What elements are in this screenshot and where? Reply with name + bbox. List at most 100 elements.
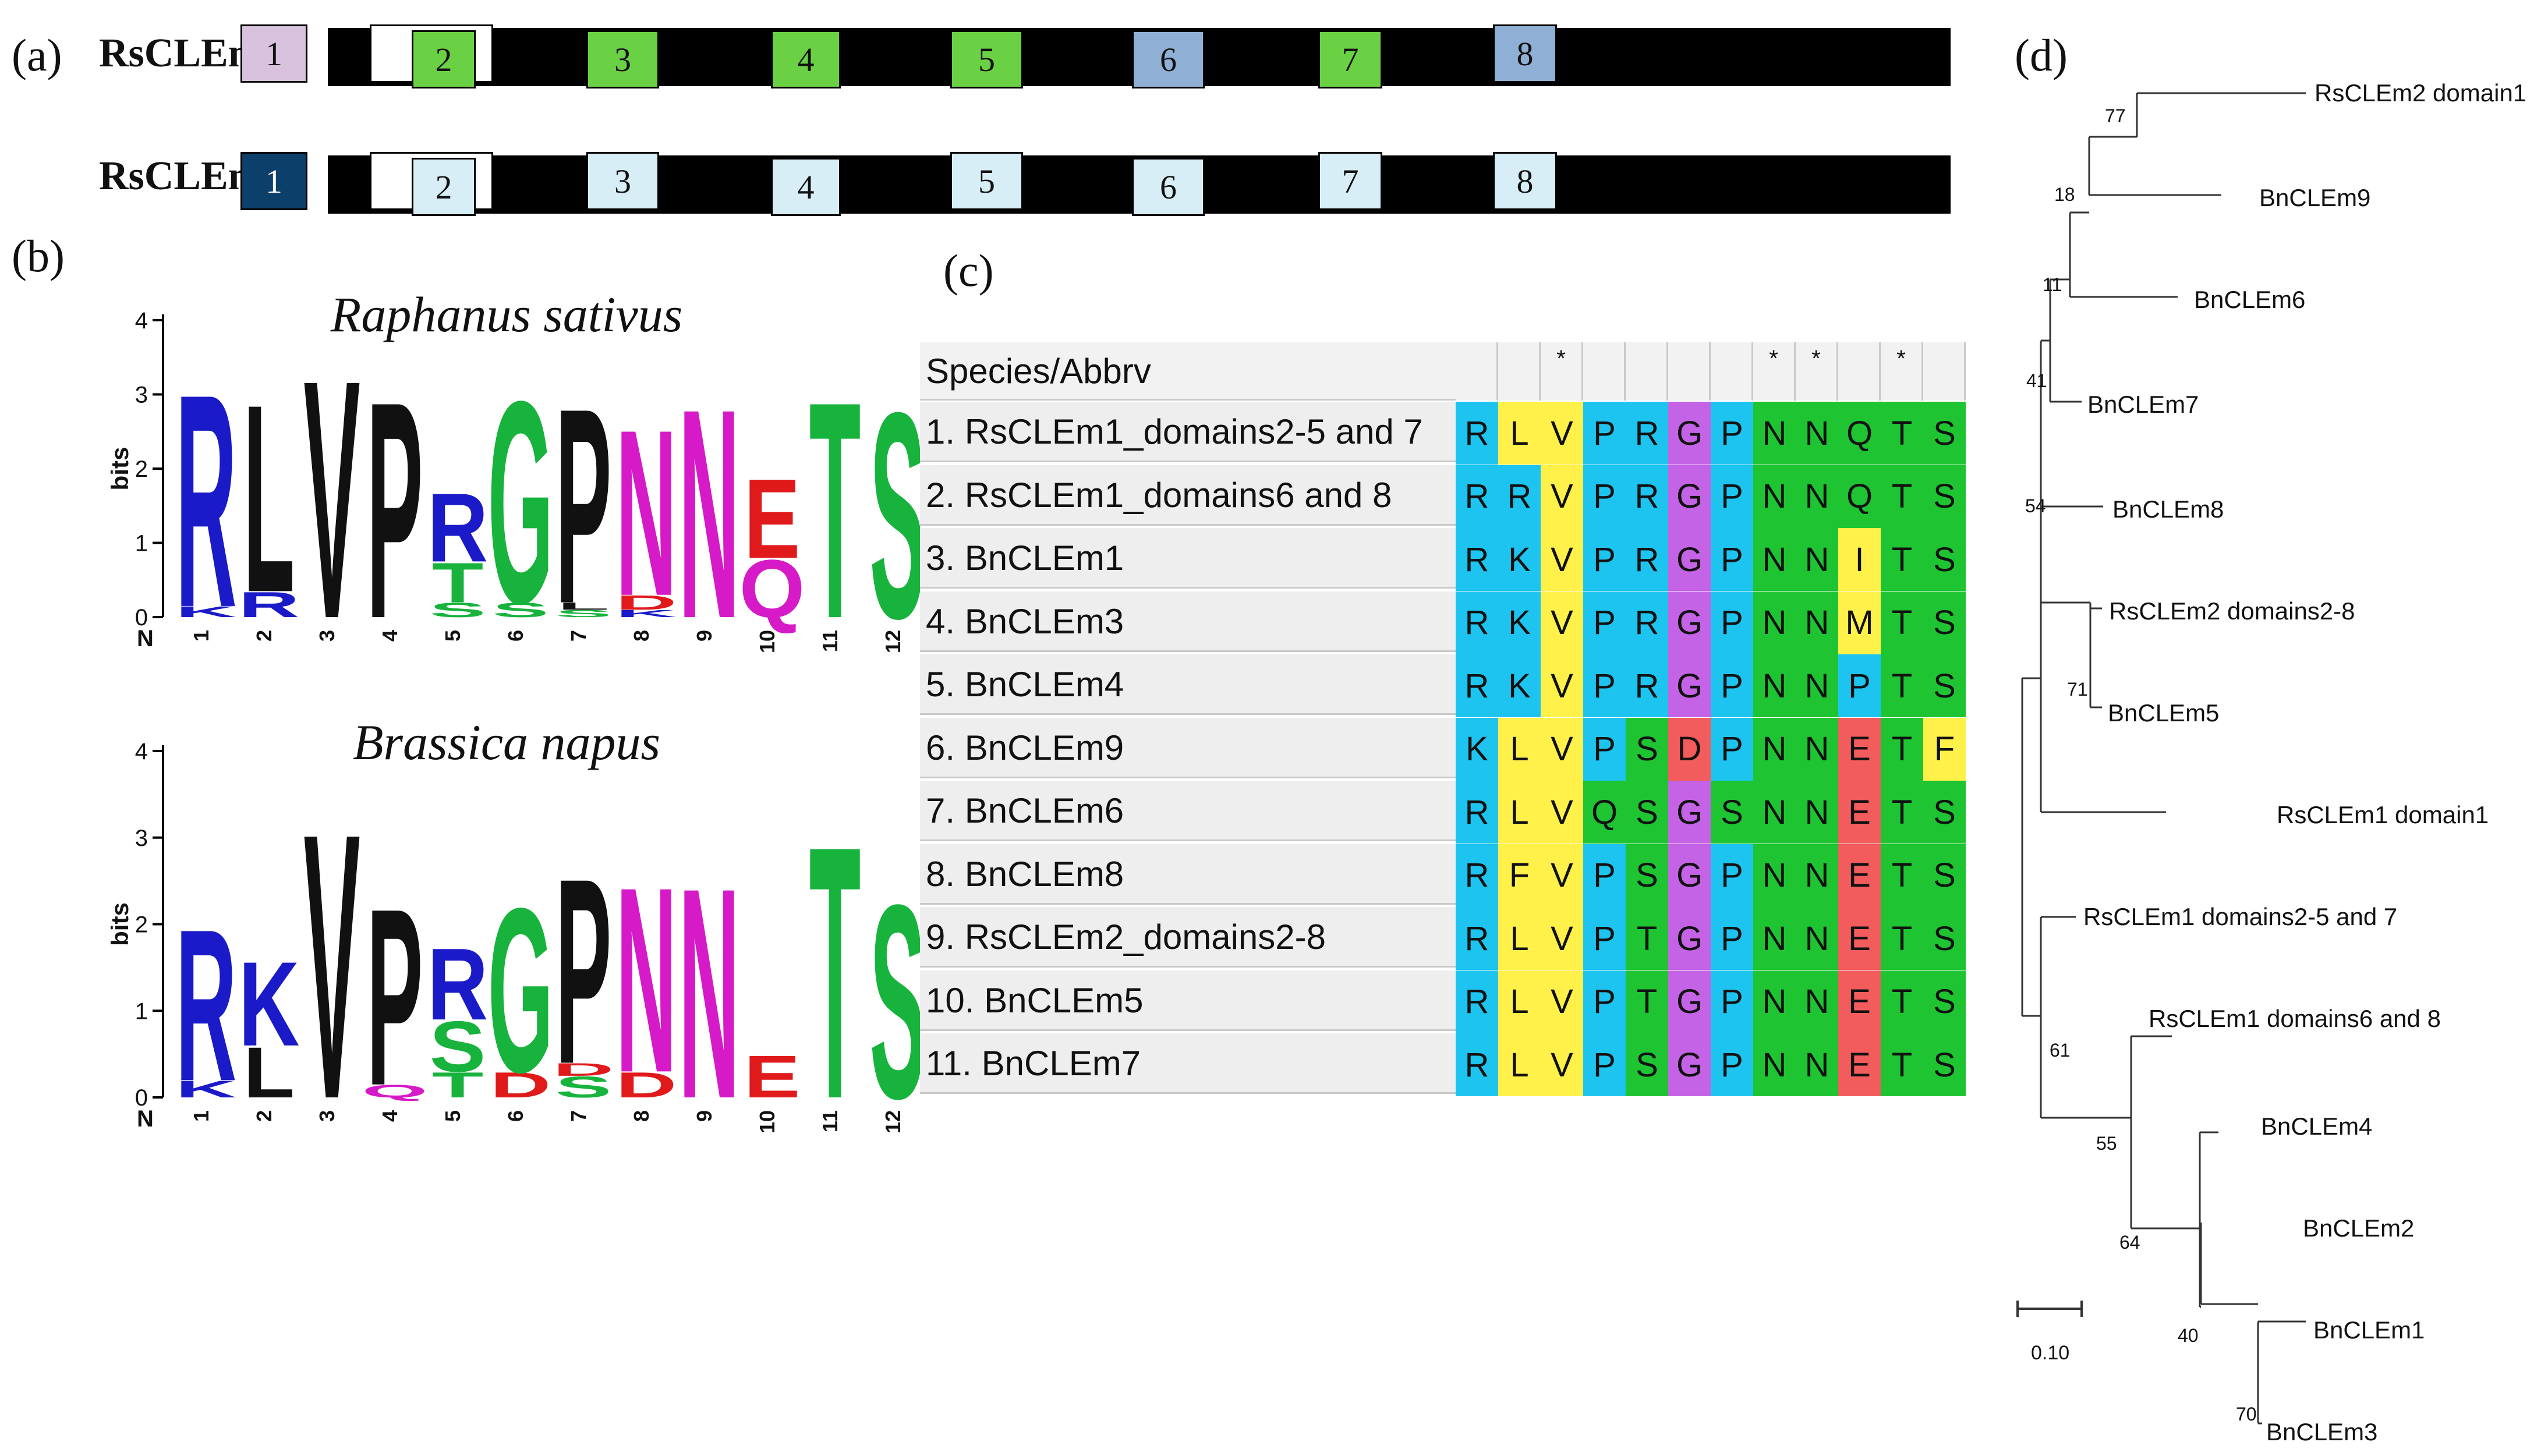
logo-letter: L: [558, 600, 610, 612]
logo-letter: R: [176, 884, 237, 1126]
domain-box-7: 7: [1318, 152, 1382, 210]
residue-cell: P: [1711, 402, 1753, 465]
logo-letter: S: [555, 608, 612, 619]
ytick-label: 3: [135, 826, 148, 851]
sequence-name: 11. BnCLEm7: [920, 1033, 1456, 1094]
residue-cell: N: [1796, 402, 1838, 465]
logo-letter: L: [243, 1032, 295, 1113]
residue-cell: T: [1881, 970, 1923, 1033]
logo-letter: D: [616, 1065, 677, 1105]
domain-box-3: 3: [586, 30, 659, 88]
residue-cell: M: [1838, 591, 1881, 654]
logo-letter: S: [430, 598, 486, 622]
residue-cell: E: [1838, 970, 1881, 1033]
residue-cell: I: [1838, 528, 1881, 591]
residue-cell: N: [1753, 402, 1796, 465]
y-axis-label: bits: [111, 447, 133, 491]
residue-cell: L: [1498, 907, 1541, 970]
position-label: 1: [189, 630, 213, 642]
residue-cell: T: [1881, 1033, 1923, 1096]
residue-cell: T: [1881, 781, 1923, 844]
logo-letter: S: [870, 351, 920, 664]
residue-cell: R: [1626, 402, 1668, 465]
bootstrap-value: 40: [2178, 1325, 2199, 1346]
position-label: 7: [567, 1110, 590, 1122]
position-label: 8: [629, 1110, 653, 1122]
residue-cell: E: [1838, 1033, 1881, 1096]
y-axis-label: bits: [111, 902, 133, 946]
logo-letter: P: [367, 336, 423, 664]
tree-leaf-label: BnCLEm3: [2266, 1418, 2377, 1446]
position-label: 5: [441, 630, 465, 642]
residue-cell: P: [1838, 654, 1881, 717]
conservation-mark: *: [1753, 342, 1796, 401]
position-label: 3: [315, 630, 339, 642]
tree-leaf-label: BnCLEm5: [2108, 699, 2219, 727]
residue-cell: N: [1753, 781, 1796, 844]
residue-cell: S: [1923, 528, 1966, 591]
residue-cell: V: [1541, 970, 1583, 1033]
residue-cell: S: [1923, 402, 1966, 465]
residue-cell: K: [1498, 528, 1541, 591]
residue-cell: P: [1711, 907, 1753, 970]
domain-box-4: 4: [771, 30, 841, 88]
bootstrap-value: 71: [2067, 679, 2088, 700]
domain-box-5: 5: [950, 30, 1023, 88]
scale-bar-label: 0.10: [2031, 1342, 2069, 1364]
logo-letter: G: [488, 860, 554, 1122]
conservation-mark: [1668, 342, 1711, 401]
ytick-label: 4: [135, 308, 148, 334]
residue-cell: P: [1711, 1033, 1753, 1096]
residue-cell: R: [1456, 970, 1498, 1033]
logo-title-raphanus: Raphanus sativus: [330, 286, 683, 342]
domain-box-3: 3: [586, 152, 659, 210]
conservation-mark: [1583, 342, 1626, 401]
position-label: 2: [252, 630, 276, 642]
residue-cell: N: [1796, 907, 1838, 970]
conservation-mark: [1626, 342, 1668, 401]
residue-cell: V: [1541, 907, 1583, 970]
logo-letter: N: [679, 346, 740, 664]
residue-cell: R: [1456, 781, 1498, 844]
logo-letter: V: [304, 754, 360, 1147]
logo-letter: K: [176, 1075, 237, 1103]
residue-cell: R: [1456, 1033, 1498, 1096]
sequence-name: 8. BnCLEm8: [920, 844, 1456, 905]
residue-cell: V: [1541, 402, 1583, 465]
residue-cell: R: [1456, 654, 1498, 717]
residue-cell: V: [1541, 591, 1583, 654]
residue-cell: N: [1753, 591, 1796, 654]
domain-box-1: 1: [240, 24, 307, 83]
residue-cell: S: [1626, 1033, 1668, 1096]
position-label: 9: [692, 1110, 716, 1122]
residue-cell: S: [1626, 781, 1668, 844]
logo-letter: G: [488, 342, 554, 664]
residue-cell: F: [1498, 844, 1541, 907]
residue-cell: K: [1498, 654, 1541, 717]
domain-box-6: 6: [1132, 158, 1205, 216]
residue-cell: T: [1881, 528, 1923, 591]
logo-letter: K: [239, 936, 300, 1071]
residue-cell: S: [1626, 844, 1668, 907]
residue-cell: Q: [1583, 781, 1626, 844]
n-terminus-label: N: [137, 1106, 154, 1132]
residue-cell: R: [1456, 844, 1498, 907]
residue-cell: R: [1626, 528, 1668, 591]
residue-cell: N: [1796, 717, 1838, 781]
residue-cell: G: [1668, 465, 1711, 528]
tree-leaf-label: BnCLEm7: [2087, 391, 2199, 418]
residue-cell: S: [1923, 654, 1966, 717]
position-label: 5: [441, 1110, 465, 1122]
residue-cell: N: [1753, 844, 1796, 907]
residue-cell: L: [1498, 970, 1541, 1033]
sequence-name: 9. RsCLEm2_domains2-8: [920, 907, 1456, 968]
bootstrap-value: 55: [2096, 1133, 2117, 1154]
residue-cell: N: [1753, 717, 1796, 781]
residue-cell: G: [1668, 591, 1711, 654]
residue-cell: L: [1498, 1033, 1541, 1096]
residue-cell: F: [1923, 717, 1966, 781]
residue-cell: N: [1796, 781, 1838, 844]
residue-cell: G: [1668, 844, 1711, 907]
